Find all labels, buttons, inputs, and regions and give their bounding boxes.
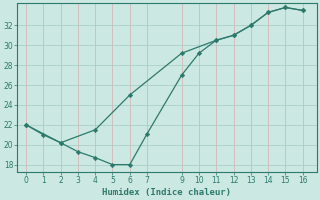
X-axis label: Humidex (Indice chaleur): Humidex (Indice chaleur)	[102, 188, 231, 197]
